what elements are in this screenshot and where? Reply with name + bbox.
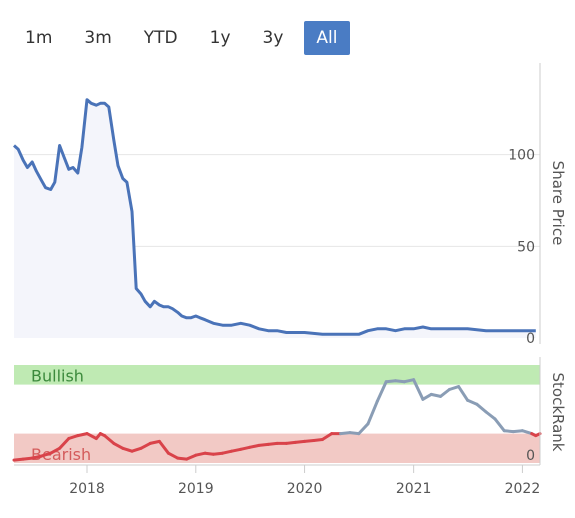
price-tick-label-0: 0 [526,331,535,347]
bearish-band [14,433,540,463]
rank-y-ticks: 0 [526,448,535,464]
stockrank-segment [293,439,307,444]
stockrank-segment [185,453,198,461]
stockrank-segment [58,437,71,450]
stockrank-segment [39,451,53,458]
stockrank-segment [384,379,397,384]
price-tick-label-100: 100 [508,148,535,164]
range-button-3y[interactable]: 3y [262,28,284,48]
stockrank-segment [402,378,416,384]
stockrank-segment [320,432,334,441]
stockrank-segment [248,443,261,449]
price-tick-label-50: 50 [517,239,535,255]
stockrank-segment [103,434,116,445]
x-tick-label-2018: 2018 [69,481,105,497]
stockrank-segment [447,385,461,391]
stockrank-segment [239,445,252,451]
stockrank-segment [457,385,470,402]
stockrank-segment [148,439,161,445]
price-series-line [13,98,536,336]
stockrank-segment [211,451,225,456]
stockrank-series [12,378,542,462]
stockrank-segment [375,380,388,403]
stockrank-segment [12,457,25,462]
stockrank-segment [475,402,488,414]
x-tick-label-2021: 2021 [396,481,432,497]
stockrank-segment [130,446,143,453]
range-button-1m[interactable]: 1m [25,28,53,48]
stockrank-segment [303,439,316,443]
stockrank-segment [166,451,180,460]
stockrank-segment [221,449,234,455]
bearish-band-label: Bearish [31,445,91,464]
stockrank-segment [534,432,542,438]
stockrank-segment [49,446,62,455]
range-button-all[interactable]: All [304,21,350,55]
stockrank-segment [339,431,352,436]
range-button-3m[interactable]: 3m [84,28,112,48]
stockrank-segment [439,388,451,398]
price-y-ticks: 0 50 100 [508,148,535,347]
stockrank-segment [21,456,34,461]
stockrank-segment [157,439,170,455]
stockrank-segment [429,392,442,398]
stockrank-segment [520,429,534,436]
stockrank-segment [502,429,515,434]
stockrank-segment [85,432,98,440]
stockrank-segment [139,441,152,450]
price-panel: 0 50 100 Share Price [13,63,567,347]
price-axis-title: Share Price [549,161,567,246]
stockrank-segment [194,451,207,457]
x-axis: 2018 2019 2020 2021 2022 [14,464,540,497]
stockrank-segment [76,432,89,438]
stockrank-segment [121,446,134,453]
stockrank-segment [30,454,43,460]
stockrank-segment [230,447,243,453]
stockrank-segment [366,399,379,426]
x-tick-label-2020: 2020 [287,481,323,497]
rank-panel: Bullish Bearish 0 StockRank [12,357,567,465]
stockrank-segment [421,392,433,401]
stockrank-segment [357,422,370,436]
stockrank-segment [466,398,479,406]
stockrank-segment [412,378,425,401]
stockrank-segment [67,434,80,440]
price-area-fill [14,99,536,338]
stockrank-segment [493,417,506,433]
rank-tick-label-0: 0 [526,448,535,464]
stockrank-segment [257,442,270,447]
x-tick-label-2019: 2019 [178,481,214,497]
stockrank-segment [112,441,125,450]
x-tick-label-2022: 2022 [505,481,541,497]
bullish-band [14,365,540,385]
bullish-band-label: Bullish [31,367,84,386]
range-button-ytd[interactable]: YTD [143,28,178,48]
rank-axis-title: StockRank [549,373,567,452]
range-selector: 1m 3m YTD 1y 3y All [14,21,360,57]
stockrank-segment [484,410,497,421]
stockrank-segment [176,456,189,461]
range-button-1y[interactable]: 1y [209,28,231,48]
x-tick-group: 2018 2019 2020 2021 2022 [69,465,540,497]
stockrank-segment [511,429,524,434]
